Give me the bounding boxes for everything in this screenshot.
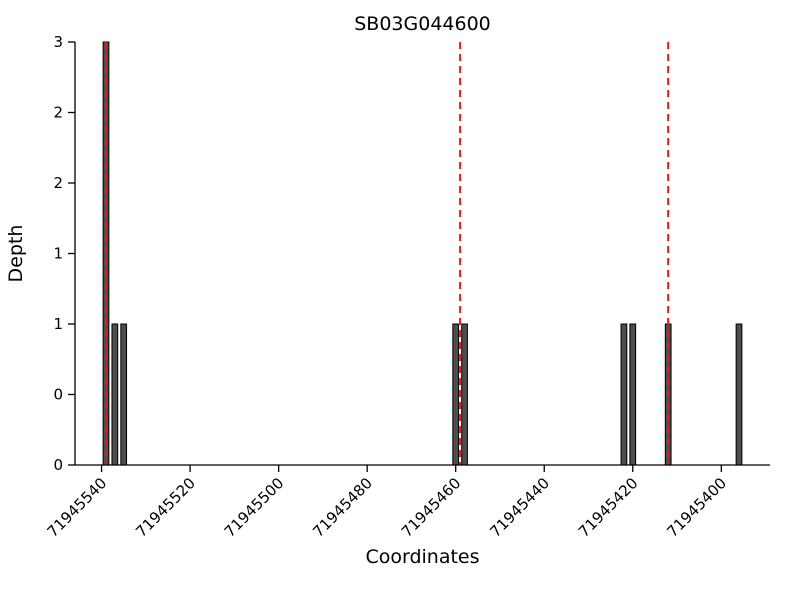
coverage-bar (629, 323, 637, 466)
x-axis-label: Coordinates (365, 546, 479, 568)
y-tick-label: 2 (53, 174, 63, 192)
coverage-bar (620, 323, 628, 466)
coverage-bar (111, 323, 119, 466)
y-tick-label: 3 (53, 33, 63, 51)
x-tick-label: 71945540 (44, 474, 111, 541)
y-axis-label: Depth (5, 225, 27, 283)
x-tick-label: 71945420 (575, 474, 642, 541)
y-tick-label: 1 (53, 245, 63, 263)
y-tick-label: 0 (53, 456, 63, 474)
x-tick-label: 71945400 (663, 474, 730, 541)
coverage-bar (120, 323, 128, 466)
y-tick-label: 0 (53, 386, 63, 404)
x-tick-label: 71945500 (221, 474, 288, 541)
coverage-bar (461, 323, 468, 466)
x-tick-label: 71945480 (309, 474, 376, 541)
coverage-bar (452, 323, 460, 466)
x-tick-label: 71945460 (398, 474, 465, 541)
y-tick-label: 1 (53, 315, 63, 333)
x-tick-label: 71945440 (486, 474, 553, 541)
chart-title: SB03G044600 (354, 13, 491, 35)
coverage-bar (735, 323, 743, 466)
y-tick-label: 2 (53, 104, 63, 122)
x-tick-label: 71945520 (132, 474, 199, 541)
